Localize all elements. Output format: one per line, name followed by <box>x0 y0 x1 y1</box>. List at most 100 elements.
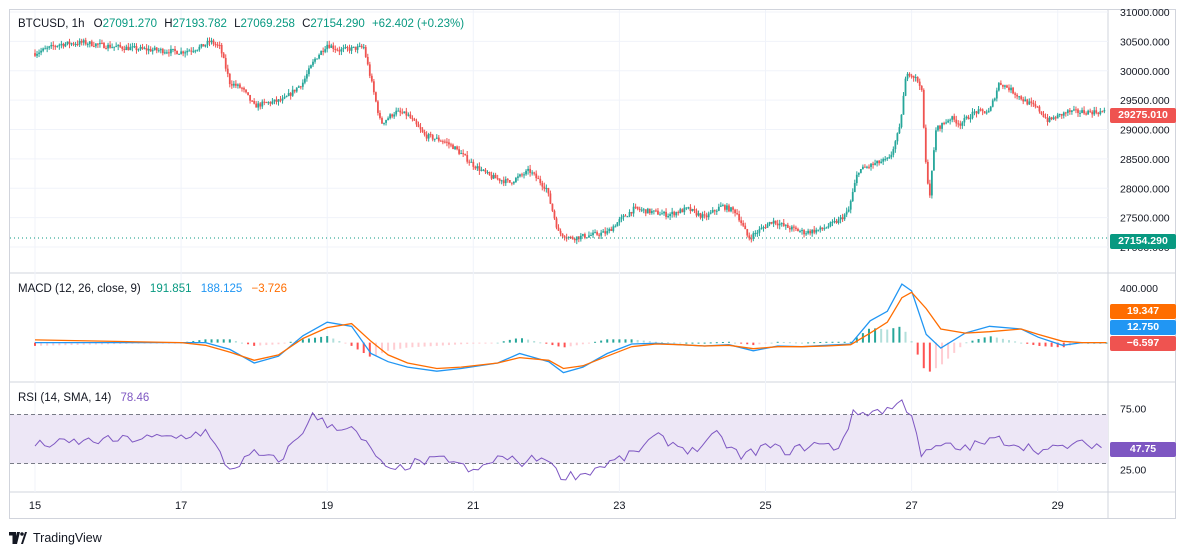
candle-body <box>44 48 47 50</box>
macd-histogram-bar <box>941 342 944 365</box>
time-tick-label: 15 <box>29 500 41 512</box>
candle-body <box>815 229 818 233</box>
candle-body <box>541 183 544 187</box>
candle-body <box>592 232 594 236</box>
candle-body <box>833 220 836 222</box>
candle-body <box>1099 111 1102 115</box>
rsi-tick-label: 75.00 <box>1120 403 1146 415</box>
candle-body <box>1014 93 1016 95</box>
candle-body <box>689 207 692 212</box>
candle-body <box>695 210 698 216</box>
candle-body <box>249 94 251 101</box>
candle-body <box>866 166 868 168</box>
candle-body <box>80 40 83 43</box>
candle-body <box>364 47 367 57</box>
candle-body <box>817 229 820 231</box>
candle-body <box>770 222 773 224</box>
candle-body <box>584 234 586 238</box>
macd-histogram-bar <box>307 338 310 343</box>
macd-histogram-bar <box>362 342 365 354</box>
macd-histogram-bar <box>356 342 359 350</box>
candle-body <box>153 47 156 50</box>
candle-body <box>206 40 209 45</box>
candle-body <box>395 110 398 115</box>
candle-body <box>210 40 213 43</box>
candle-body <box>466 155 469 162</box>
candle-body <box>721 205 724 207</box>
candle-body <box>983 111 986 114</box>
macd-histogram-bar <box>880 328 883 343</box>
candle-body <box>488 172 491 176</box>
candle-body <box>348 48 351 51</box>
candle-body <box>202 44 205 47</box>
candle-body <box>701 214 704 218</box>
price-tick-label: 30000.000 <box>1120 66 1170 78</box>
candle-body <box>512 181 515 184</box>
macd-histogram-bar <box>1020 342 1023 344</box>
candle-body <box>113 46 116 48</box>
candle-body <box>247 92 249 95</box>
macd-histogram-bar <box>222 339 225 343</box>
macd-histogram-bar <box>807 342 810 344</box>
candle-body <box>1083 110 1085 114</box>
candle-body <box>553 210 556 219</box>
macd-histogram-bar <box>472 342 475 344</box>
candle-body <box>324 49 327 52</box>
macd-histogram-bar <box>819 341 822 343</box>
macd-histogram-bar <box>892 328 895 343</box>
macd-histogram-bar <box>654 341 657 343</box>
candle-body <box>624 215 627 217</box>
macd-histogram-bar <box>965 342 968 344</box>
macd-line <box>35 283 1107 374</box>
candle-body <box>1036 106 1039 108</box>
macd-histogram-bar <box>387 342 390 351</box>
candle-body <box>614 226 617 228</box>
candle-body <box>391 114 394 117</box>
candle-body <box>405 111 408 116</box>
change-value: +62.402 (+0.23%) <box>371 18 465 30</box>
candle-body <box>308 68 310 75</box>
low-value: 27069.258 <box>240 18 295 30</box>
candle-body <box>933 150 935 171</box>
candle-body <box>904 78 907 96</box>
macd-histogram-bar <box>581 342 584 345</box>
candle-body <box>1089 110 1092 112</box>
candle-body <box>1060 113 1063 116</box>
candle-body <box>344 46 347 49</box>
rsi-band <box>10 414 1108 464</box>
candle-body <box>618 219 621 223</box>
candle-body <box>845 211 848 215</box>
price-tick-label: 28500.000 <box>1120 154 1170 166</box>
candle-body <box>435 137 438 139</box>
candle-body <box>604 231 607 234</box>
candle-body <box>230 84 233 86</box>
tradingview-logo[interactable]: TradingView <box>9 529 102 547</box>
macd-legend: MACD (12, 26, close, 9) 191.851 188.125 … <box>18 283 287 295</box>
candle-body <box>492 174 495 179</box>
candle-body <box>776 223 779 226</box>
candle-body <box>608 228 611 232</box>
macd-histogram-bar <box>1001 338 1004 343</box>
candle-body <box>1026 99 1029 105</box>
candle-body <box>989 106 992 111</box>
candle-body <box>40 50 42 53</box>
macd-histogram-bar <box>989 336 992 343</box>
tradingview-label: TradingView <box>33 531 102 545</box>
macd-histogram-bar <box>758 342 761 345</box>
candle-body <box>82 40 85 43</box>
candle-body <box>955 119 958 124</box>
candle-body <box>939 125 941 129</box>
candle-body <box>316 58 318 60</box>
candle-body <box>1002 84 1004 87</box>
candle-body <box>575 236 578 241</box>
macd-histogram-bar <box>447 342 450 346</box>
candle-body <box>1020 96 1023 100</box>
macd-histogram-bar <box>496 342 499 344</box>
candle-body <box>1093 110 1096 115</box>
macd-tick-label: 400.000 <box>1120 283 1158 295</box>
time-tick-label: 23 <box>613 500 625 512</box>
macd-histogram-bar <box>40 342 43 346</box>
candle-body <box>898 127 901 134</box>
macd-histogram-bar <box>679 342 682 344</box>
